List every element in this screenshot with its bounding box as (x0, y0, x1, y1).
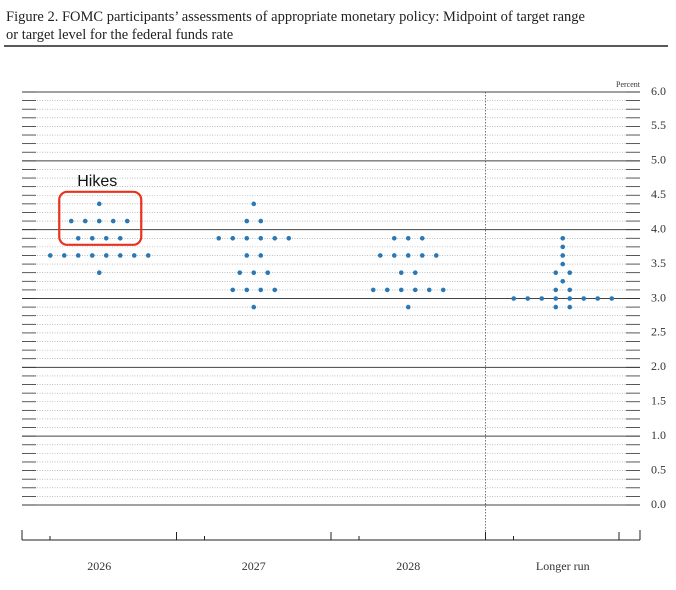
chart-title: Figure 2. FOMC participants’ assessments… (6, 9, 585, 25)
dot (272, 287, 278, 293)
dot (419, 253, 425, 258)
dot (96, 201, 102, 207)
dot (567, 287, 573, 293)
dot (89, 253, 95, 258)
dot (251, 304, 257, 310)
dot (265, 270, 271, 275)
dot (82, 218, 88, 224)
y-tick-label: 5.5 (651, 118, 666, 132)
dot (440, 287, 446, 293)
y-tick-label: 6.0 (651, 84, 666, 98)
dot (75, 253, 81, 258)
dot (272, 235, 278, 241)
dot (244, 218, 250, 224)
dot (405, 235, 411, 241)
dot (103, 253, 109, 258)
dot (230, 235, 236, 241)
dot (96, 218, 102, 224)
dot (567, 270, 573, 275)
y-tick-label: 2.5 (651, 325, 666, 339)
y-tick-label: 1.0 (651, 428, 666, 442)
dot (405, 304, 411, 310)
y-axis-label: Percent (616, 80, 641, 89)
dot (117, 253, 123, 258)
dot (384, 287, 390, 293)
dot (145, 253, 151, 258)
dot (124, 218, 130, 224)
annotation: Hikes (77, 173, 117, 190)
dot (511, 296, 517, 301)
x-tick-label: 2028 (396, 559, 420, 573)
chart-title: or target level for the federal funds ra… (6, 27, 233, 43)
y-tick-label: 3.0 (651, 290, 666, 304)
dot (96, 270, 102, 275)
dot (553, 287, 559, 293)
y-tick-label: 3.5 (651, 256, 666, 270)
x-tick-label: Longer run (536, 559, 590, 573)
dot (370, 287, 376, 293)
x-tick-label: 2026 (87, 559, 111, 573)
dot (553, 304, 559, 310)
y-tick-label: 5.0 (651, 153, 666, 167)
dot (595, 296, 601, 301)
dot (553, 296, 559, 301)
dot (258, 218, 264, 224)
dot (391, 235, 397, 241)
y-tick-label: 1.5 (651, 394, 666, 408)
y-tick-label: 0.0 (651, 497, 666, 511)
y-tick-label: 2.0 (651, 359, 666, 373)
dot (560, 278, 566, 284)
dot (419, 235, 425, 241)
annotation-box (58, 190, 143, 246)
dot (237, 270, 243, 275)
dot (391, 253, 397, 258)
dot (131, 253, 137, 258)
dot (61, 253, 67, 258)
dot (117, 235, 123, 241)
dot (286, 235, 292, 241)
dot (89, 235, 95, 241)
dot (258, 235, 264, 241)
dot (230, 287, 236, 293)
dot (412, 287, 418, 293)
dot (398, 287, 404, 293)
dot (560, 235, 566, 241)
dot (560, 261, 566, 267)
x-tick-label: 2027 (242, 559, 266, 573)
dot (567, 296, 573, 301)
dot (258, 287, 264, 293)
dot (244, 235, 250, 241)
y-tick-label: 4.5 (651, 187, 666, 201)
dot (581, 296, 587, 301)
y-tick-label: 4.0 (651, 221, 666, 235)
dot (405, 253, 411, 258)
dot (258, 253, 264, 258)
dot (525, 296, 531, 301)
dot (560, 253, 566, 258)
dot (75, 235, 81, 241)
dot (244, 287, 250, 293)
dot (539, 296, 545, 301)
dot (412, 270, 418, 275)
dot (110, 218, 116, 224)
y-tick-label: 0.5 (651, 462, 666, 476)
dot (553, 270, 559, 275)
dot (244, 253, 250, 258)
dot (251, 270, 257, 275)
dot (377, 253, 383, 258)
dot (103, 235, 109, 241)
dot (47, 253, 53, 258)
dot (251, 201, 257, 207)
dot (433, 253, 439, 258)
dot (560, 244, 566, 250)
dot (567, 304, 573, 310)
dot (68, 218, 74, 224)
dot (216, 235, 222, 241)
dot (609, 296, 615, 301)
dot (398, 270, 404, 275)
dot (426, 287, 432, 293)
